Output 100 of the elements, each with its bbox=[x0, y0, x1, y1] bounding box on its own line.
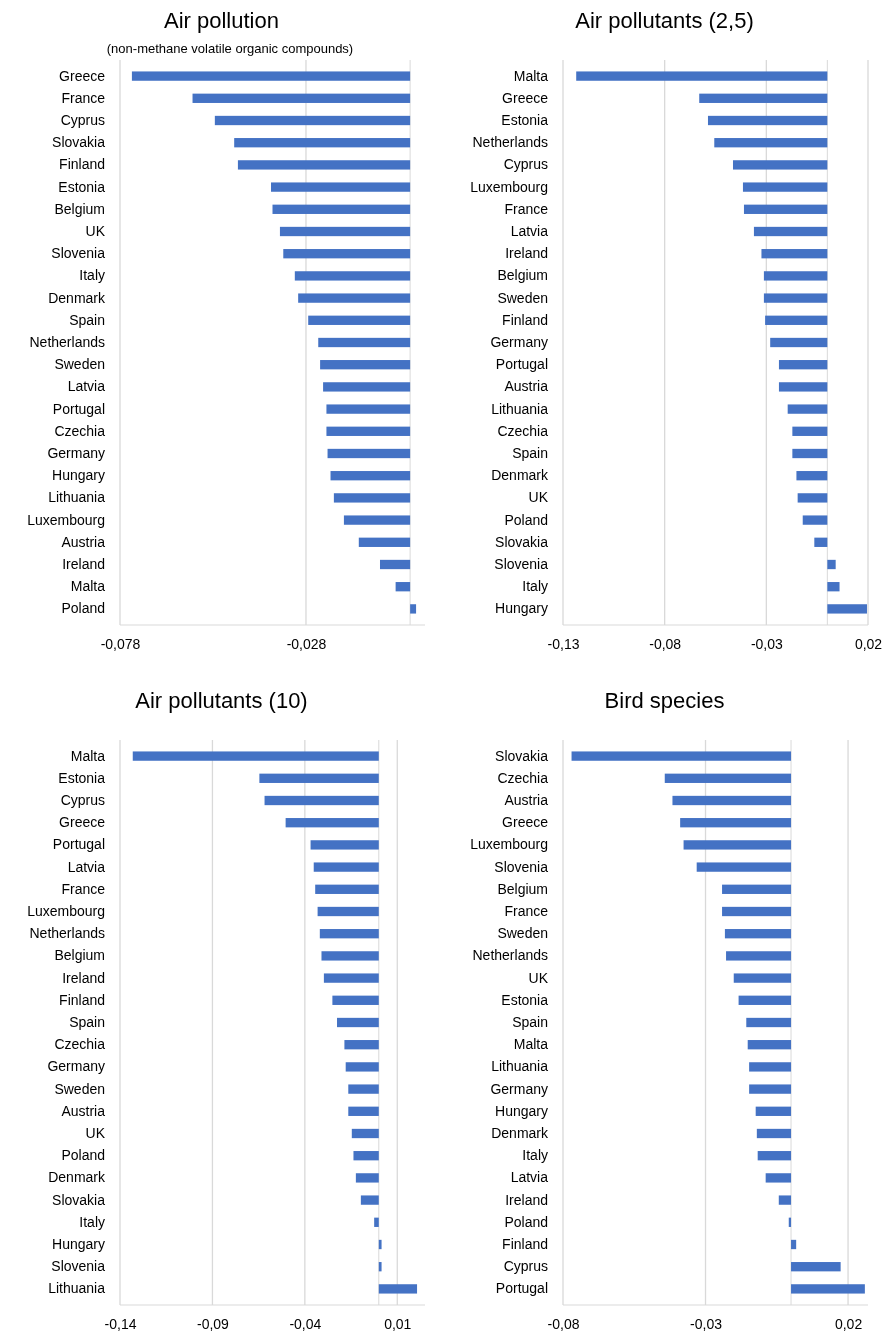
y-tick-label: Denmark bbox=[48, 289, 106, 306]
y-tick-label: Netherlands bbox=[29, 925, 105, 942]
bar bbox=[778, 382, 828, 392]
bar bbox=[726, 951, 792, 961]
bar bbox=[571, 751, 792, 761]
bar bbox=[323, 973, 379, 983]
bar bbox=[344, 1040, 379, 1050]
y-tick-label: Finland bbox=[59, 156, 105, 173]
y-tick-label: Greece bbox=[59, 67, 106, 84]
y-tick-label: Austria bbox=[504, 791, 549, 808]
bar bbox=[792, 426, 828, 436]
y-tick-label: Ireland bbox=[62, 555, 105, 572]
bar bbox=[827, 582, 840, 592]
y-tick-label: Luxembourg bbox=[27, 511, 105, 528]
y-tick-label: Slovakia bbox=[495, 747, 549, 764]
bar bbox=[355, 1173, 379, 1183]
y-tick-label: Greece bbox=[502, 814, 549, 831]
y-tick-label: Spain bbox=[512, 444, 548, 461]
bar bbox=[763, 293, 828, 303]
y-tick-label: Portugal bbox=[495, 1280, 548, 1297]
bar bbox=[696, 862, 792, 872]
y-tick-label: Germany bbox=[490, 1080, 548, 1097]
y-tick-label: Slovakia bbox=[495, 533, 549, 550]
y-tick-label: Estonia bbox=[58, 178, 106, 195]
bar bbox=[348, 1106, 379, 1116]
bar bbox=[332, 995, 379, 1005]
y-tick-label: Belgium bbox=[497, 880, 548, 897]
x-tick-label: -0,09 bbox=[196, 1315, 230, 1332]
bar bbox=[319, 929, 379, 939]
y-tick-label: Sweden bbox=[497, 289, 548, 306]
y-tick-label: Estonia bbox=[58, 769, 106, 786]
bar bbox=[378, 1239, 382, 1250]
y-tick-label: Hungary bbox=[495, 1102, 548, 1119]
y-tick-label: Estonia bbox=[501, 991, 549, 1008]
y-tick-label: France bbox=[61, 89, 106, 106]
bar bbox=[374, 1217, 379, 1227]
chart-subtitle: (non-methane volatile organic compounds) bbox=[106, 41, 354, 56]
bar bbox=[378, 1284, 418, 1294]
y-tick-label: UK bbox=[85, 1124, 106, 1141]
chart-title: Air pollutants (2,5) bbox=[575, 8, 754, 33]
y-tick-label: Luxembourg bbox=[470, 836, 548, 853]
y-tick-label: Austria bbox=[61, 1102, 106, 1119]
y-tick-label: Spain bbox=[69, 1013, 105, 1030]
bar bbox=[797, 493, 828, 503]
y-tick-label: Germany bbox=[490, 333, 548, 350]
bar bbox=[378, 1262, 382, 1272]
bar bbox=[683, 840, 792, 850]
bar bbox=[791, 1239, 797, 1250]
x-tick-label: -0,13 bbox=[547, 635, 580, 652]
y-tick-label: Italy bbox=[79, 267, 105, 284]
bar bbox=[724, 929, 792, 939]
y-tick-label: France bbox=[61, 880, 106, 897]
bar bbox=[321, 951, 379, 961]
y-tick-label: Portugal bbox=[495, 356, 548, 373]
y-tick-label: Luxembourg bbox=[27, 902, 105, 919]
y-tick-label: Slovakia bbox=[52, 134, 106, 151]
bar bbox=[814, 537, 828, 547]
bar bbox=[749, 1062, 792, 1072]
y-tick-label: Cyprus bbox=[60, 791, 105, 808]
x-tick-label: -0,03 bbox=[750, 635, 783, 652]
bar bbox=[348, 1084, 379, 1094]
y-tick-label: Hungary bbox=[495, 600, 548, 617]
bar bbox=[351, 1128, 379, 1139]
bar bbox=[757, 1151, 792, 1161]
bar bbox=[313, 862, 379, 872]
bar bbox=[765, 315, 828, 325]
chart-title: Air pollution bbox=[164, 8, 279, 33]
y-tick-label: Finland bbox=[59, 991, 105, 1008]
x-tick-label: -0,03 bbox=[690, 1315, 723, 1332]
y-tick-label: Denmark bbox=[491, 1124, 549, 1141]
y-tick-label: Slovenia bbox=[494, 858, 549, 875]
y-tick-label: Spain bbox=[69, 311, 105, 328]
y-tick-label: Latvia bbox=[510, 1169, 549, 1186]
bar bbox=[778, 360, 828, 370]
y-tick-label: UK bbox=[528, 489, 549, 506]
y-tick-label: Germany bbox=[47, 1058, 105, 1075]
y-tick-label: Luxembourg bbox=[470, 178, 548, 195]
bar bbox=[742, 182, 828, 192]
bar bbox=[664, 773, 792, 783]
bar bbox=[576, 71, 828, 81]
bar bbox=[315, 884, 379, 894]
y-tick-label: Malta bbox=[513, 1036, 549, 1053]
y-tick-label: Slovenia bbox=[494, 555, 549, 572]
y-tick-label: Cyprus bbox=[60, 111, 105, 128]
bar bbox=[791, 1262, 841, 1272]
y-tick-label: Hungary bbox=[52, 467, 105, 484]
y-tick-label: Czechia bbox=[54, 422, 106, 439]
y-tick-label: Slovakia bbox=[52, 1191, 106, 1208]
y-tick-label: Austria bbox=[61, 533, 106, 550]
bar bbox=[722, 906, 792, 917]
y-tick-label: Denmark bbox=[491, 467, 549, 484]
y-tick-label: Malta bbox=[70, 578, 106, 595]
y-tick-label: Belgium bbox=[497, 267, 548, 284]
y-tick-label: Portugal bbox=[52, 836, 105, 853]
bar bbox=[699, 93, 828, 103]
y-tick-label: Lithuania bbox=[491, 1058, 549, 1075]
bar bbox=[132, 751, 379, 761]
chart-title: Bird species bbox=[604, 688, 725, 713]
bar bbox=[353, 1151, 379, 1161]
y-tick-label: Netherlands bbox=[29, 333, 105, 350]
